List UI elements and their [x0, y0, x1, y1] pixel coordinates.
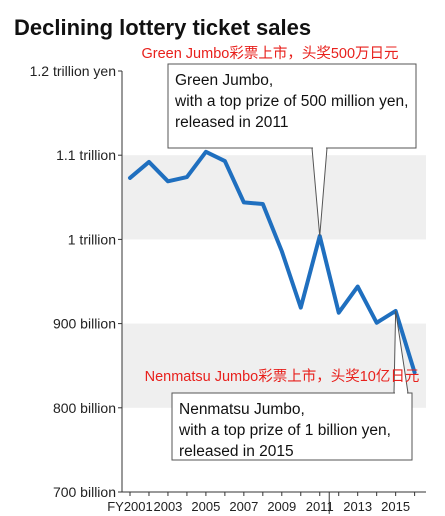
callout-line-0-1: with a top prize of 500 million yen,: [174, 93, 408, 110]
x-tick-label-1: 2003: [153, 499, 182, 514]
callout-1: Nenmatsu Jumbo, with a top prize of 1 bil…: [145, 310, 420, 461]
x-tick-labels: FY2001 2003 2005 2007 2009 2011 2013 2015: [107, 499, 410, 514]
callout-line-0-0: Green Jumbo,: [175, 72, 273, 89]
y-tick-label-1: 1.1 trillion: [56, 147, 116, 163]
y-tick-label-2: 1 trillion: [68, 231, 116, 247]
overlay-caption-0: Green Jumbo彩票上市，头奖500万日元: [141, 45, 398, 62]
y-tick-labels: 1.2 trillion yen 1.1 trillion 1 trillion 90…: [30, 63, 116, 500]
callout-line-1-2: released in 2015: [179, 443, 294, 460]
callout-line-1-1: with a top prize of 1 billion yen,: [178, 422, 391, 439]
y-tick-label-3: 900 billion: [53, 316, 116, 332]
callout-box-1: [171, 392, 413, 461]
band-0: [122, 155, 426, 240]
overlay-caption-1: Nenmatsu Jumbo彩票上市，头奖10亿日元: [145, 368, 420, 385]
x-tick-label-3: 2007: [229, 499, 258, 514]
callout-box-0: [167, 63, 417, 149]
x-tick-label-5: 2011: [306, 499, 334, 514]
callout-0: Green Jumbo, with a top prize of 500 mill…: [141, 45, 417, 237]
x-tick-label-2: 2005: [191, 499, 220, 514]
y-tick-label-4: 800 billion: [53, 400, 116, 416]
series-layer: [128, 149, 417, 375]
x-tick-label-6: 2013: [343, 499, 372, 514]
x-tick-label-7: 2015: [381, 499, 410, 514]
x-tick-label-4: 2009: [267, 499, 296, 514]
y-tick-label-0: 1.2 trillion yen: [30, 63, 116, 79]
series-line-0: [128, 149, 417, 375]
axes: [118, 70, 426, 514]
background-bands: [122, 155, 426, 408]
callout-line-1-0: Nenmatsu Jumbo,: [179, 401, 305, 418]
x-tick-label-0: FY2001: [107, 499, 153, 514]
callout-line-0-2: released in 2011: [175, 114, 288, 131]
y-tick-label-5: 700 billion: [53, 484, 116, 500]
annotations: Green Jumbo, with a top prize of 500 mill…: [141, 45, 420, 461]
chart-title: Declining lottery ticket sales: [14, 15, 311, 40]
